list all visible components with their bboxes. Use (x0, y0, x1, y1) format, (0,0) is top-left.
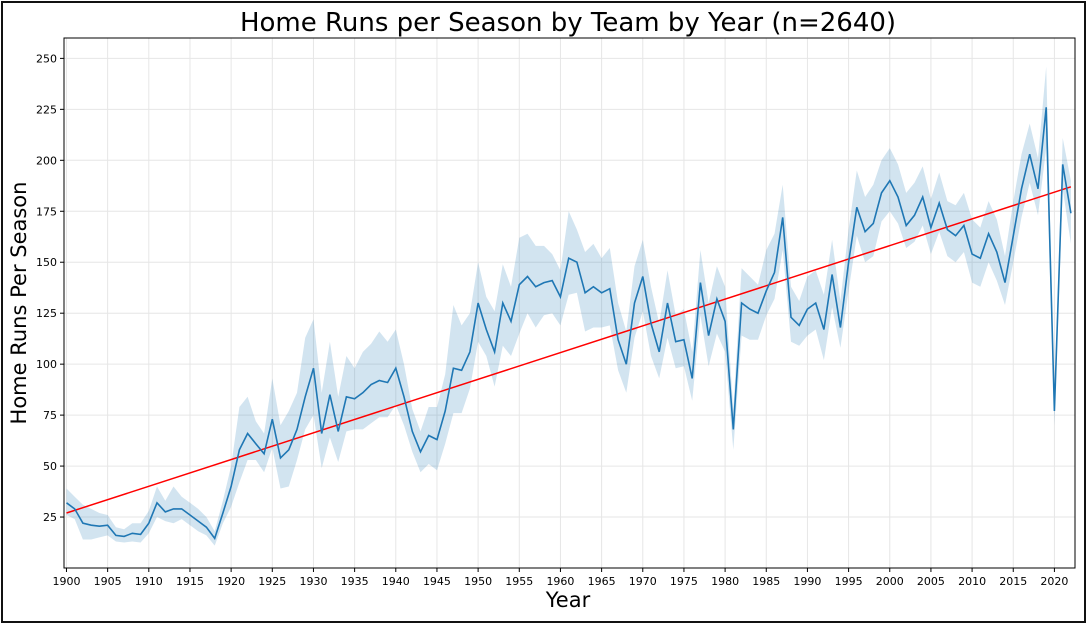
x-tick-label: 2020 (1040, 575, 1068, 588)
y-tick-label: 250 (36, 52, 57, 65)
x-tick-label: 2005 (917, 575, 945, 588)
x-axis-label: Year (545, 588, 591, 612)
x-tick-label: 1970 (629, 575, 657, 588)
y-tick-label: 225 (36, 103, 57, 116)
x-tick-label: 1905 (94, 575, 122, 588)
x-tick-label: 1985 (752, 575, 780, 588)
y-tick-label: 125 (36, 307, 57, 320)
y-tick-label: 150 (36, 256, 57, 269)
y-tick-label: 175 (36, 205, 57, 218)
x-tick-label: 1950 (464, 575, 492, 588)
x-tick-label: 1960 (546, 575, 574, 588)
x-tick-label: 1935 (341, 575, 369, 588)
chart-title: Home Runs per Season by Team by Year (n=… (240, 8, 896, 38)
confidence-band (66, 66, 1071, 546)
series-line (66, 107, 1072, 541)
x-tick-label: 2000 (876, 575, 904, 588)
x-tick-label: 1990 (793, 575, 821, 588)
x-tick-label: 1900 (52, 575, 80, 588)
x-tick-label: 1910 (135, 575, 163, 588)
grid-lines (64, 38, 1075, 568)
plot-area (63, 37, 1076, 569)
x-tick-label: 2010 (958, 575, 986, 588)
y-tick-label: 25 (43, 511, 57, 524)
x-tick-label: 1965 (588, 575, 616, 588)
axis-ticks: 1900 1905 1910 1915 1920 1925 1930 1935 1940 1945… (36, 52, 1068, 588)
x-tick-label: 1920 (217, 575, 245, 588)
y-tick-label: 100 (36, 358, 57, 371)
x-tick-label: 1945 (423, 575, 451, 588)
x-tick-label: 1925 (258, 575, 286, 588)
x-tick-label: 1980 (711, 575, 739, 588)
x-tick-label: 1930 (299, 575, 327, 588)
trend-line (66, 186, 1072, 514)
y-tick-label: 200 (36, 154, 57, 167)
x-tick-label: 2015 (999, 575, 1027, 588)
y-axis-label: Home Runs Per Season (7, 182, 31, 425)
x-tick-label: 1940 (382, 575, 410, 588)
x-tick-label: 1975 (670, 575, 698, 588)
x-tick-label: 1955 (505, 575, 533, 588)
x-tick-label: 1915 (176, 575, 204, 588)
x-tick-label: 1995 (835, 575, 863, 588)
y-tick-label: 75 (43, 409, 57, 422)
y-tick-label: 50 (43, 460, 57, 473)
